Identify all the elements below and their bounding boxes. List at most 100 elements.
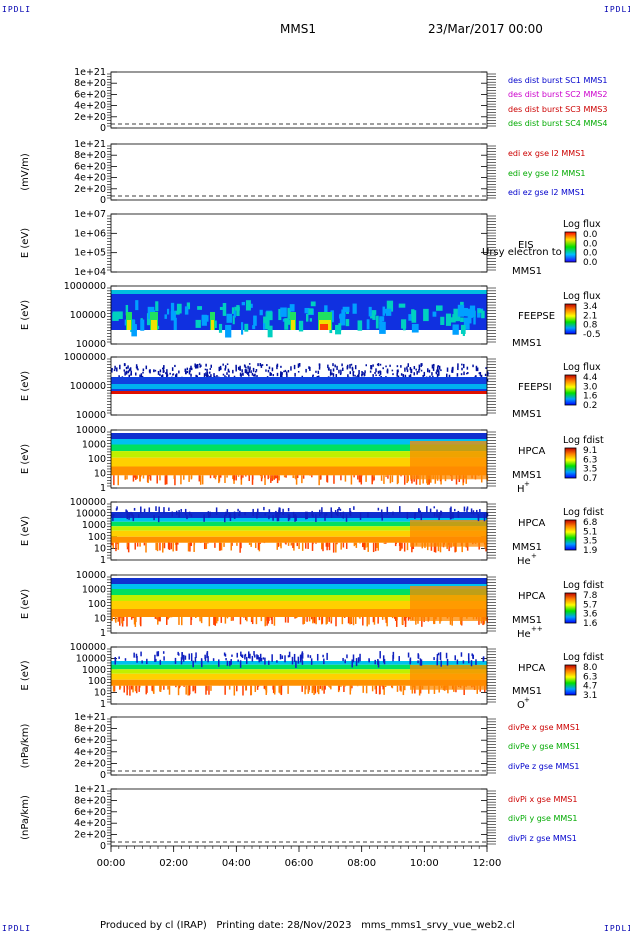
spectrogram-cell bbox=[233, 310, 236, 318]
spectrogram-cell bbox=[280, 685, 283, 695]
spectrogram-cell bbox=[347, 374, 349, 379]
instrument-label: HPCA bbox=[518, 591, 546, 602]
spectrogram-cell bbox=[222, 303, 227, 316]
spectrogram-cell bbox=[409, 658, 411, 665]
spectrogram-cell bbox=[332, 368, 335, 372]
spectrogram-cell bbox=[379, 651, 381, 659]
spectrogram-cell bbox=[467, 371, 469, 374]
spectrogram-cell bbox=[351, 659, 353, 668]
spectrogram-cell bbox=[248, 542, 251, 545]
spectrogram-cell bbox=[237, 475, 240, 477]
spectrogram-cell bbox=[223, 515, 226, 523]
spectrogram-cell bbox=[170, 542, 173, 550]
spectrogram-cell bbox=[279, 542, 281, 547]
spectrogram-cell bbox=[292, 511, 295, 518]
spectrogram-cell bbox=[161, 374, 164, 378]
spectrogram-cell bbox=[112, 542, 114, 549]
spectrogram-cell bbox=[386, 617, 388, 627]
spectrogram-cell bbox=[190, 365, 192, 370]
spectrogram-cell bbox=[225, 511, 227, 517]
spectrogram-cell bbox=[318, 617, 321, 621]
spectrogram-cell bbox=[126, 542, 129, 547]
spectrogram-cell bbox=[410, 586, 487, 621]
colorbar bbox=[564, 303, 577, 335]
spectrogram-cell bbox=[377, 542, 380, 551]
spectrogram-cell bbox=[180, 475, 182, 485]
spectrogram-cell bbox=[271, 475, 274, 481]
spectrogram-cell bbox=[439, 542, 442, 553]
spectrogram-cell bbox=[173, 317, 177, 330]
colorbar-tick-label: 6.3 bbox=[583, 672, 597, 682]
spectrogram-cell bbox=[235, 364, 237, 368]
spectrogram-cell bbox=[418, 364, 421, 369]
spectrogram-cell bbox=[213, 617, 215, 625]
spectrogram-cell bbox=[370, 312, 376, 319]
spectrogram-band bbox=[111, 530, 487, 537]
spectrogram-cell bbox=[398, 656, 400, 662]
spectrogram-cell bbox=[184, 368, 187, 373]
colorbar-tick-label: 3.5 bbox=[583, 537, 597, 547]
spectrogram-cell bbox=[166, 375, 168, 378]
spectrogram-cell bbox=[131, 512, 133, 517]
spectrogram-cell bbox=[225, 324, 232, 338]
spectrogram-cell bbox=[292, 542, 294, 549]
spectrogram-cell bbox=[385, 475, 387, 478]
spectrogram-cell bbox=[475, 367, 478, 372]
y-tick-label: 1e+07 bbox=[74, 209, 106, 220]
spectrogram-cell bbox=[267, 617, 270, 624]
spectrogram-cell bbox=[226, 509, 229, 515]
y-axis-label: (nPa/km) bbox=[20, 795, 31, 840]
spectrogram-cell bbox=[192, 660, 194, 668]
spectrogram-cell bbox=[327, 368, 330, 370]
spectrogram-cell bbox=[190, 514, 193, 517]
spectrogram-cell bbox=[111, 368, 113, 373]
spectrogram-cell bbox=[385, 617, 388, 623]
spectrogram-cell bbox=[381, 514, 383, 521]
spectrogram-cell bbox=[268, 366, 271, 370]
spectrogram-cell bbox=[129, 367, 132, 371]
y-tick-label: 6e+20 bbox=[74, 735, 106, 746]
spectrogram-cell bbox=[136, 655, 138, 663]
spectrogram-cell bbox=[186, 370, 189, 374]
spectrogram-cell bbox=[312, 375, 314, 378]
spectrogram-cell bbox=[198, 372, 201, 375]
panel-frame bbox=[110, 71, 488, 129]
spectrogram-cell bbox=[163, 507, 165, 514]
spectrogram-cell bbox=[350, 617, 352, 623]
spectrogram-band bbox=[111, 518, 487, 522]
y-tick-label: 100000 bbox=[70, 310, 106, 321]
spectrogram-cell bbox=[342, 511, 345, 519]
spectrogram-cell bbox=[317, 685, 320, 695]
spectrogram-cell bbox=[254, 542, 257, 549]
panel-frame bbox=[110, 285, 488, 345]
spectrogram-cell bbox=[463, 685, 465, 696]
spectrogram-cell bbox=[331, 372, 333, 375]
x-tick-label: 00:00 bbox=[97, 858, 126, 869]
spectrogram-cell bbox=[166, 369, 168, 374]
panel-feepsi: 1000000 100000 10000 E (eV) FEEPSI MMS1 Log fl… bbox=[20, 352, 601, 421]
spectrogram-cell bbox=[297, 371, 300, 373]
spectrogram-cell bbox=[310, 617, 313, 620]
spectrogram-cell bbox=[203, 542, 206, 550]
spectrogram-band bbox=[111, 457, 487, 467]
spectrogram-cell bbox=[214, 542, 216, 548]
spectrogram-cell bbox=[164, 475, 167, 485]
spectrogram-cell bbox=[341, 515, 344, 519]
spectrogram-cell bbox=[269, 475, 271, 478]
spectrogram-cell bbox=[318, 367, 321, 370]
spectrogram-cell bbox=[472, 364, 474, 368]
spectrogram-cell bbox=[270, 372, 272, 376]
y-tick-label: 1e+21 bbox=[74, 139, 106, 150]
spectrogram-cell bbox=[201, 475, 204, 485]
spectrogram-cell bbox=[114, 617, 117, 622]
spectrogram-cell bbox=[243, 617, 245, 618]
spectrogram-band bbox=[111, 578, 487, 584]
spectrogram-cell bbox=[451, 367, 454, 370]
spectrogram-cell bbox=[352, 617, 355, 626]
spectrogram-cell bbox=[430, 542, 433, 551]
spectrogram-cell bbox=[163, 685, 165, 690]
spectrogram-cell bbox=[379, 363, 382, 366]
spectrogram-cell bbox=[132, 475, 135, 482]
spectrogram-cell bbox=[125, 304, 129, 316]
